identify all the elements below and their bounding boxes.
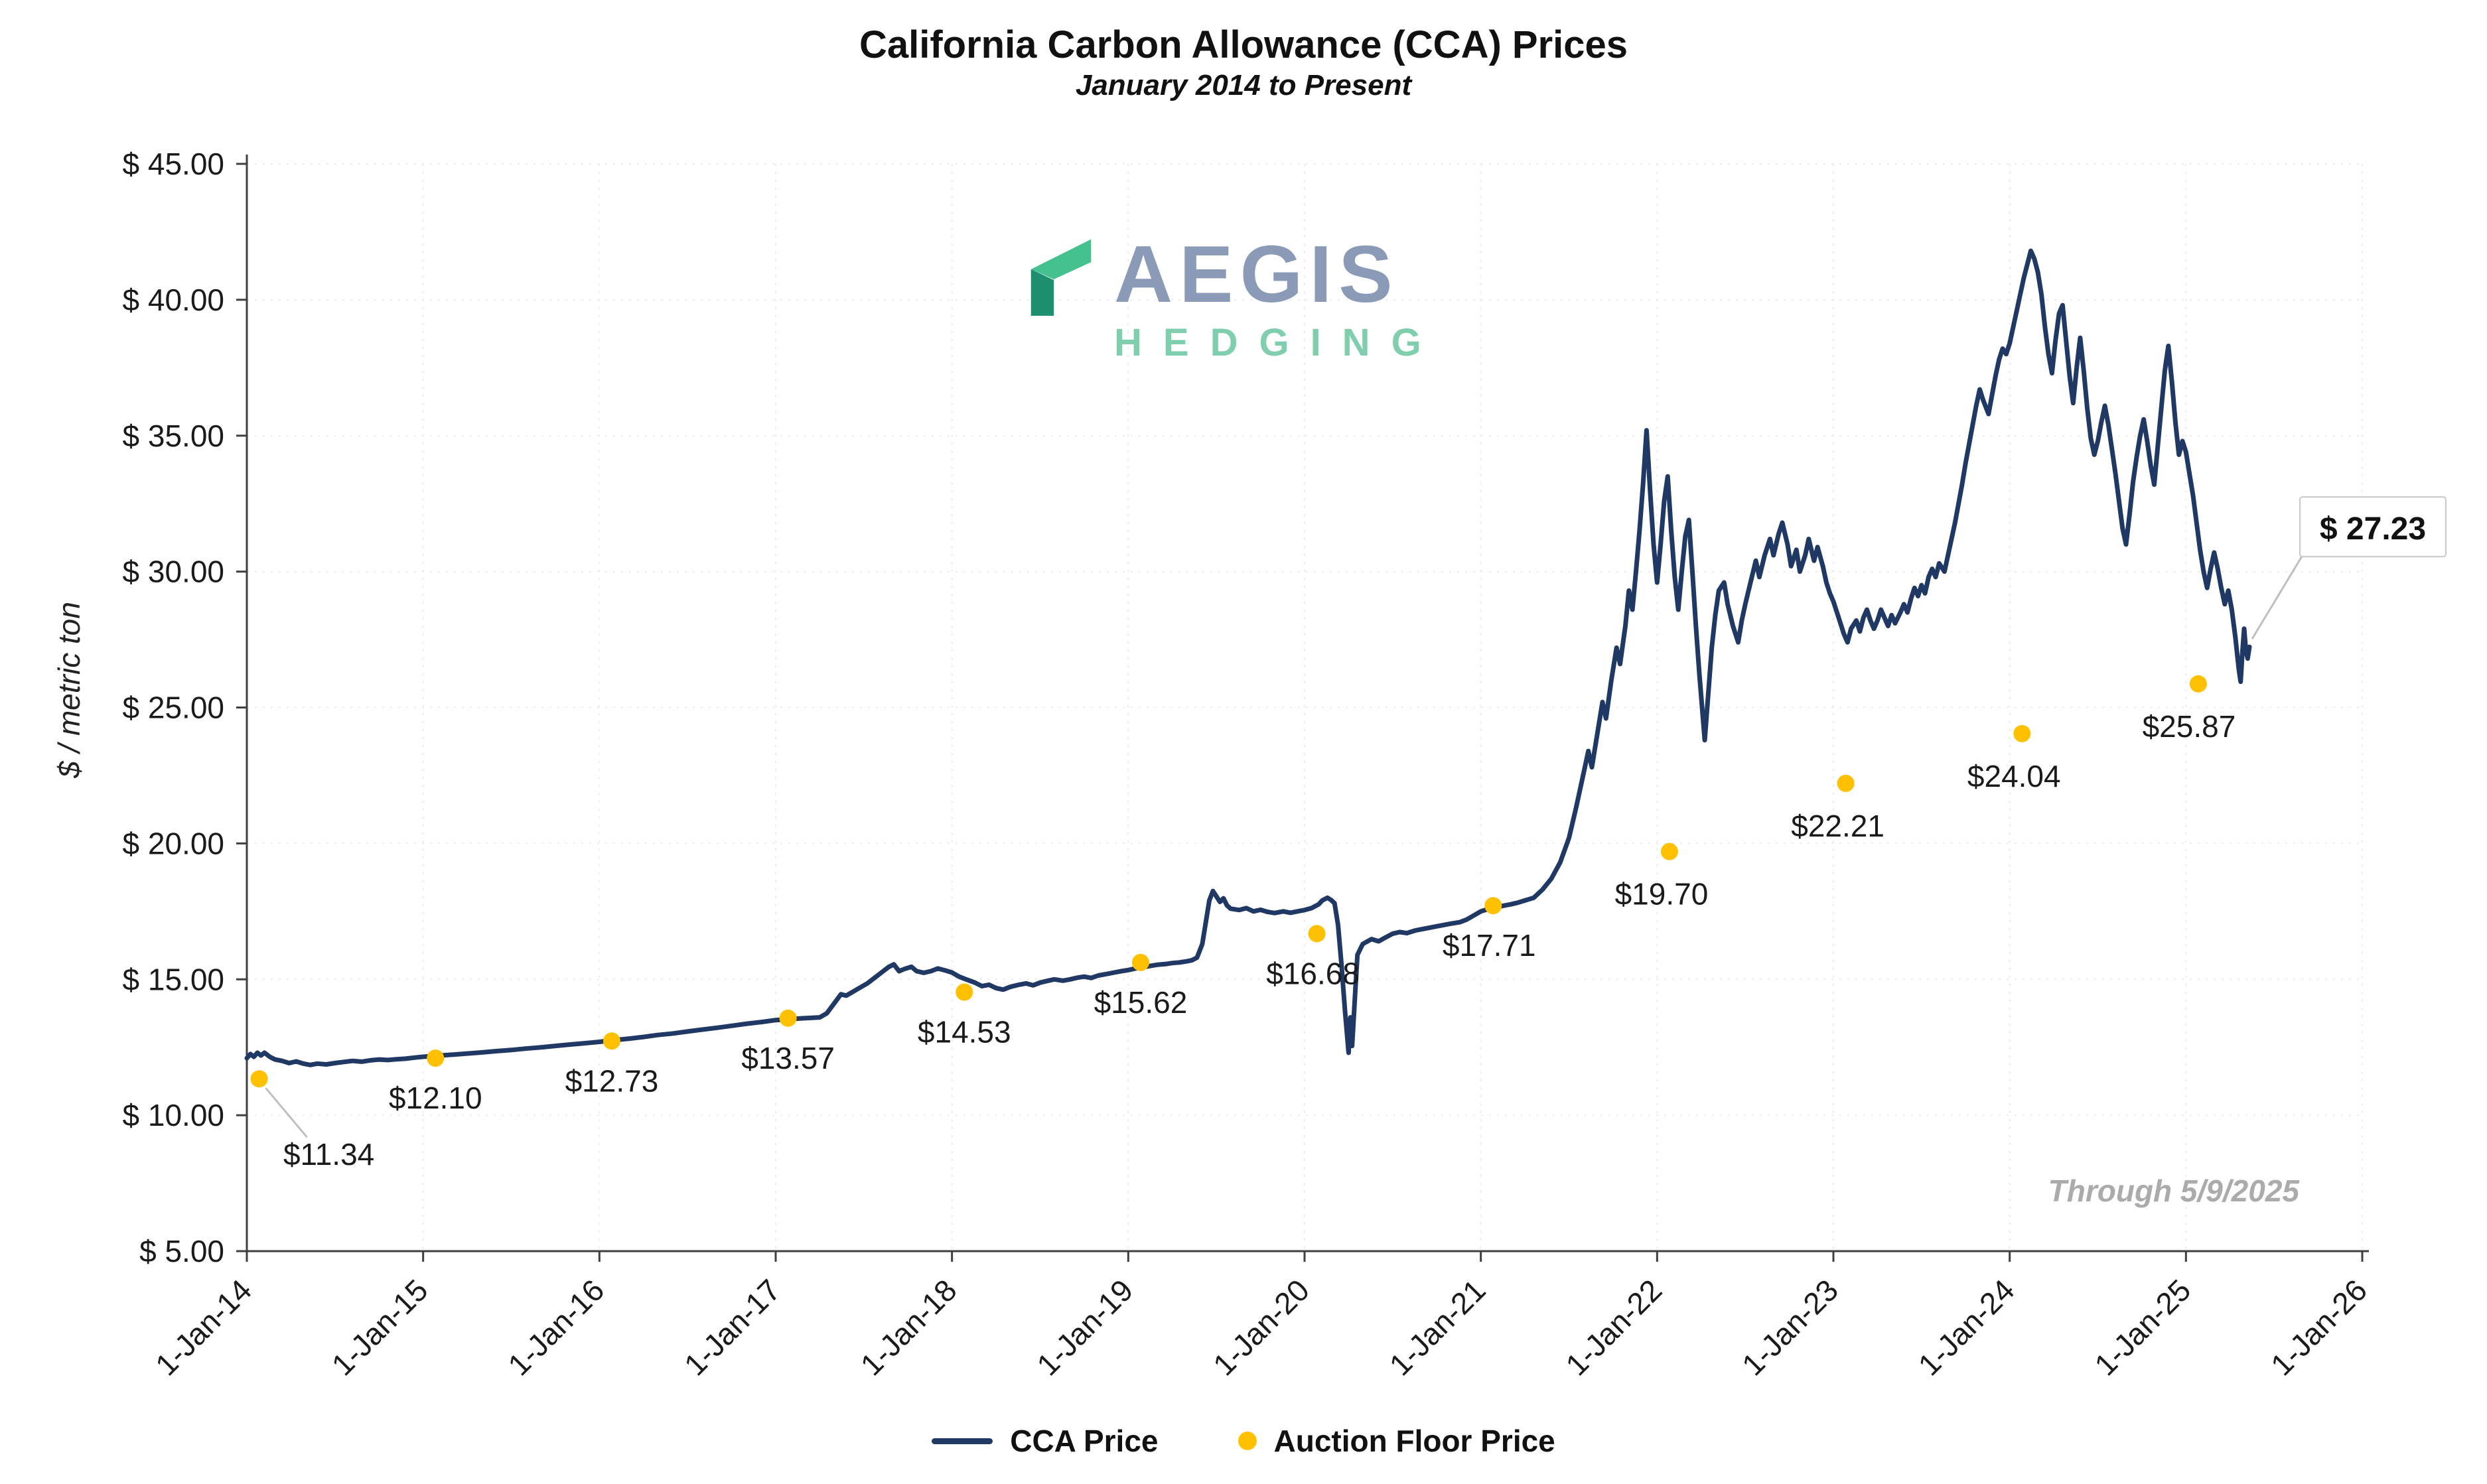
x-tick-label: 1-Jan-19: [1030, 1272, 1139, 1382]
x-tick-label: 1-Jan-21: [1383, 1272, 1492, 1382]
auction-floor-dot: [779, 1009, 797, 1027]
auction-floor-dot: [427, 1049, 445, 1067]
auction-floor-dot: [1837, 774, 1855, 792]
aegis-watermark: AEGIS HEDGING: [1025, 234, 1443, 362]
auction-floor-label: $19.70: [1615, 877, 1709, 911]
auction-floor-label: $12.10: [389, 1081, 482, 1115]
annotation-leader: [2251, 555, 2304, 640]
aegis-hedging-text: HEDGING: [1114, 321, 1443, 364]
y-tick-label: $ 30.00: [123, 555, 224, 589]
chart-legend: CCA Price Auction Floor Price: [0, 1423, 2487, 1459]
x-tick-label: 1-Jan-18: [854, 1272, 963, 1382]
y-tick-label: $ 20.00: [123, 826, 224, 860]
auction-floor-dot: [1308, 925, 1326, 943]
aegis-brand-text: AEGIS: [1114, 229, 1399, 319]
auction-floor-dot: [1484, 897, 1502, 915]
auction-floor-dot: [2013, 724, 2031, 742]
x-tick-label: 1-Jan-14: [149, 1272, 258, 1382]
y-tick-label: $ 15.00: [123, 962, 224, 996]
latest-price-annotation: $ 27.23: [2320, 511, 2426, 547]
aegis-flag-icon: [1030, 239, 1092, 316]
chart-title: California Carbon Allowance (CCA) Prices: [859, 23, 1628, 66]
auction-floor-dot: [250, 1070, 268, 1088]
auction-floor-label: $11.34: [283, 1137, 374, 1172]
legend-label: Auction Floor Price: [1273, 1424, 1555, 1458]
x-tick-label: 1-Jan-20: [1206, 1272, 1316, 1382]
y-tick-label: $ 40.00: [123, 283, 224, 317]
through-date-note: Through 5/9/2025: [2048, 1174, 2299, 1208]
auction-floor-label: $24.04: [1967, 759, 2061, 793]
x-tick-label: 1-Jan-26: [2264, 1272, 2374, 1382]
auction-floor-dot: [2189, 675, 2207, 693]
legend-label: CCA Price: [1010, 1424, 1159, 1458]
y-tick-label: $ 35.00: [123, 419, 224, 453]
legend-item: CCA Price: [932, 1423, 1159, 1459]
auction-floor-dot: [1660, 843, 1678, 860]
auction-floor-label: $17.71: [1443, 928, 1536, 963]
legend-item: Auction Floor Price: [1238, 1423, 1555, 1459]
annotation-box: [2299, 496, 2447, 558]
x-tick-label: 1-Jan-24: [1912, 1272, 2021, 1382]
legend-dot-swatch: [1238, 1432, 1257, 1450]
auction-floor-label: $14.53: [918, 1015, 1011, 1049]
x-tick-label: 1-Jan-23: [1735, 1272, 1845, 1382]
y-tick-label: $ 5.00: [139, 1234, 224, 1268]
auction-floor-dot: [1131, 953, 1149, 971]
cca-price-line: [244, 248, 2252, 1067]
auction-floor-label: $16.68: [1266, 956, 1360, 990]
floor-label-leader: [265, 1087, 308, 1138]
x-tick-label: 1-Jan-16: [501, 1272, 610, 1382]
auction-floor-dot: [956, 983, 973, 1001]
chart-subtitle: January 2014 to Present: [1075, 69, 1412, 101]
x-tick-label: 1-Jan-15: [325, 1272, 435, 1382]
auction-floor-dot: [603, 1032, 620, 1050]
auction-floor-label: $15.62: [1094, 985, 1188, 1020]
auction-floor-label: $22.21: [1791, 809, 1884, 843]
x-tick-label: 1-Jan-22: [1559, 1272, 1668, 1382]
y-tick-label: $ 25.00: [123, 691, 224, 725]
y-tick-label: $ 10.00: [123, 1098, 224, 1132]
y-tick-label: $ 45.00: [123, 147, 224, 181]
auction-floor-label: $12.73: [565, 1063, 659, 1098]
x-tick-label: 1-Jan-25: [2088, 1272, 2197, 1382]
auction-floor-label: $25.87: [2143, 709, 2236, 744]
auction-floor-label: $13.57: [741, 1041, 835, 1075]
x-tick-label: 1-Jan-17: [677, 1272, 787, 1382]
legend-line-swatch: [932, 1438, 993, 1444]
